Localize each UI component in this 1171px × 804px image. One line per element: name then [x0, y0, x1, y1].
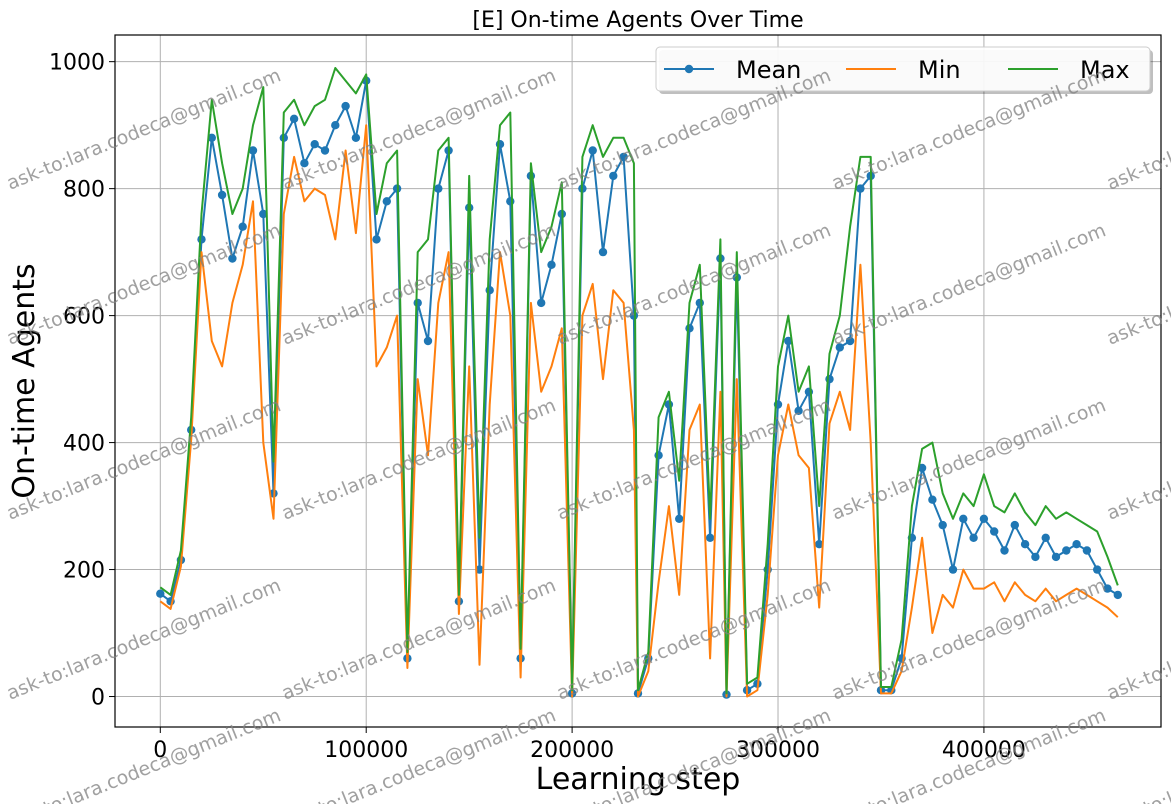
- data-point-mean: [938, 520, 947, 530]
- legend-marker-mean: [684, 64, 694, 74]
- legend-label-max: Max: [1080, 56, 1130, 84]
- data-point-mean: [228, 254, 237, 263]
- data-point-mean: [856, 184, 865, 193]
- data-point-mean: [675, 514, 684, 523]
- data-point-mean: [845, 336, 855, 346]
- y-tick-label: 0: [91, 686, 105, 711]
- data-point-mean: [547, 260, 556, 269]
- data-point-mean: [506, 197, 515, 206]
- data-point-mean: [537, 298, 546, 308]
- data-point-mean: [1000, 546, 1009, 555]
- series-line-min: [159, 124, 1119, 698]
- data-point-mean: [588, 146, 597, 155]
- data-point-mean: [238, 222, 247, 231]
- series-line-max: [159, 67, 1119, 695]
- data-point-mean: [1051, 552, 1061, 562]
- data-point-mean: [1020, 540, 1030, 549]
- data-point-mean: [705, 533, 715, 542]
- data-point-mean: [784, 336, 793, 346]
- data-point-mean: [310, 140, 319, 149]
- data-point-mean: [695, 298, 704, 308]
- data-point-mean: [619, 152, 628, 162]
- data-point-mean: [217, 190, 227, 200]
- data-point-mean: [331, 121, 340, 130]
- axis-ticks: 0 100000 200000 300000 400000 0 200 400 600 800 10…: [49, 51, 1026, 763]
- x-tick-label: 200000: [530, 738, 614, 763]
- data-point-mean: [1072, 540, 1081, 549]
- data-point-mean: [685, 324, 694, 333]
- legend-label-min: Min: [918, 56, 961, 84]
- data-point-mean: [1062, 546, 1071, 555]
- data-point-mean: [948, 565, 958, 574]
- data-point-mean: [928, 495, 937, 504]
- legend: Mean Min Max: [655, 46, 1153, 94]
- data-point-mean: [959, 514, 968, 523]
- data-point-mean: [794, 406, 803, 415]
- data-point-mean: [825, 374, 834, 384]
- data-point-mean: [300, 159, 309, 168]
- data-point-mean: [1082, 546, 1092, 555]
- data-point-mean: [969, 533, 978, 542]
- data-point-mean: [156, 589, 165, 598]
- data-point-mean: [320, 146, 330, 155]
- data-point-mean: [1093, 565, 1102, 574]
- data-point-mean: [382, 197, 391, 206]
- chart-title: [E] On-time Agents Over Time: [472, 8, 803, 33]
- y-tick-label: 200: [63, 559, 105, 584]
- data-point-mean: [434, 184, 443, 193]
- data-point-mean: [1103, 584, 1112, 593]
- y-tick-label: 800: [63, 178, 105, 203]
- data-point-mean: [598, 247, 608, 257]
- data-point-mean: [423, 336, 433, 346]
- y-tick-label: 400: [63, 432, 105, 457]
- data-point-mean: [475, 565, 484, 574]
- data-point-mean: [654, 451, 663, 460]
- x-tick-label: 400000: [942, 738, 1026, 763]
- series-layer: [156, 67, 1123, 699]
- data-point-mean: [815, 540, 824, 549]
- x-tick-label: 0: [153, 738, 167, 763]
- x-tick-label: 100000: [324, 738, 408, 763]
- y-axis-label: On-time Agents: [7, 263, 42, 498]
- data-point-mean: [979, 514, 989, 523]
- data-point-mean: [1031, 552, 1040, 562]
- data-point-mean: [485, 286, 494, 295]
- data-point-mean: [259, 209, 268, 219]
- x-tick-label: 300000: [736, 738, 820, 763]
- data-point-mean: [1010, 520, 1019, 530]
- plot-frame: [114, 34, 1162, 728]
- data-point-mean: [197, 235, 206, 244]
- legend-label-mean: Mean: [736, 56, 801, 84]
- data-point-mean: [207, 133, 216, 142]
- y-tick-label: 1000: [49, 51, 105, 76]
- data-point-mean: [835, 343, 844, 352]
- data-point-mean: [609, 171, 618, 181]
- data-point-mean: [1041, 533, 1050, 542]
- legend-box: [655, 46, 1151, 92]
- data-point-mean: [351, 133, 361, 142]
- y-tick-label: 600: [63, 305, 105, 330]
- data-point-mean: [990, 527, 999, 536]
- data-point-mean: [248, 146, 258, 155]
- data-point-mean: [1113, 590, 1123, 600]
- data-point-mean: [341, 101, 350, 111]
- data-point-mean: [372, 235, 381, 244]
- data-point-mean: [413, 298, 422, 308]
- data-point-mean: [289, 114, 299, 124]
- x-axis-label: Learning step: [536, 762, 741, 797]
